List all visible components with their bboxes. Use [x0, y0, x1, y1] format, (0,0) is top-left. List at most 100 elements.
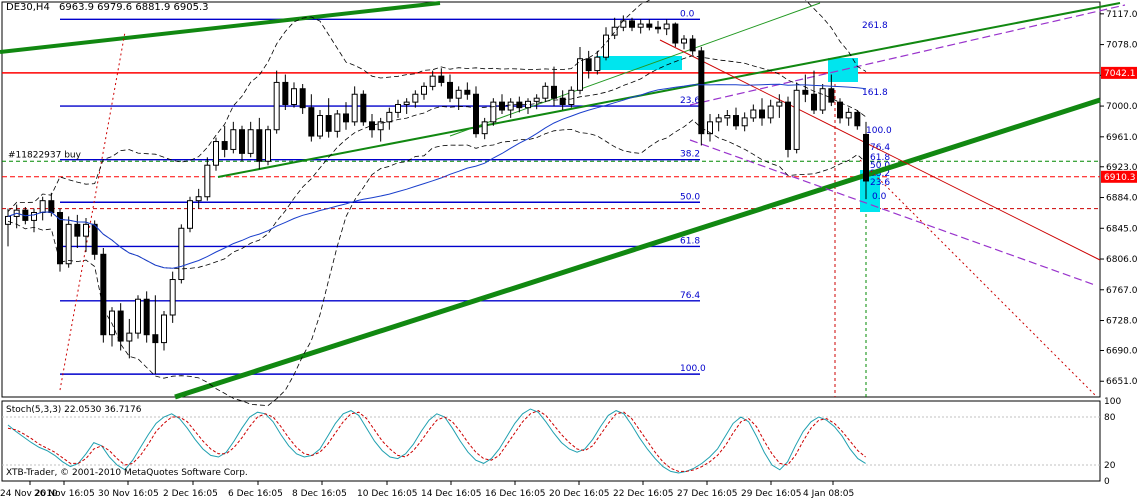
candle-body — [715, 117, 722, 123]
candle-body — [325, 115, 332, 132]
candle-body — [863, 133, 869, 182]
candle-body — [785, 101, 791, 150]
stoch-level-label: 100 — [1104, 397, 1121, 407]
stoch-level-label: 80 — [1104, 413, 1116, 423]
price-tick-label: 7117.0 — [1106, 10, 1138, 20]
candle-body — [74, 223, 81, 237]
time-tick-label: 16 Dec 16:05 — [485, 489, 546, 498]
candle-body — [594, 56, 601, 72]
stoch-level-label: 0 — [1104, 477, 1110, 487]
candle-body — [759, 109, 765, 119]
time-tick-label: 10 Dec 16:05 — [357, 489, 418, 498]
trendline-support — [174, 97, 1101, 400]
fib-level-label: 38.2 — [680, 150, 700, 160]
price-tick-label: 7078.0 — [1106, 41, 1138, 51]
candle-body — [429, 75, 436, 87]
candle-body — [282, 81, 289, 105]
candle-body — [811, 93, 817, 111]
candle-body — [845, 111, 852, 119]
fib-level-label: 61.8 — [680, 236, 700, 246]
candle-body — [490, 101, 497, 123]
candle-body — [819, 88, 826, 111]
time-tick-label: 30 Nov 16:05 — [98, 489, 159, 498]
fib-ext-label: 23.6 — [870, 178, 890, 188]
price-tick-label: 7000.0 — [1106, 102, 1138, 112]
candle-body — [646, 23, 653, 28]
candle-body — [126, 332, 133, 342]
price-tick-label: 6884.0 — [1106, 194, 1138, 204]
price-tick-label: 6690.0 — [1106, 346, 1138, 356]
fib-ext-label: 100.0 — [866, 126, 892, 136]
candle-body — [663, 23, 670, 30]
price-tick-label: 6728.0 — [1106, 317, 1138, 327]
candle-body — [169, 279, 176, 316]
candle-body — [464, 89, 471, 95]
trendline-upper — [217, 2, 1121, 178]
candle-body — [187, 200, 193, 229]
stoch-plot-frame — [1, 400, 1101, 482]
candle-body — [57, 212, 63, 265]
candle-body — [837, 101, 843, 119]
candle-body — [603, 34, 609, 58]
candle-body — [793, 89, 800, 150]
channel-line-upper — [689, 4, 1126, 106]
candle-body — [516, 101, 523, 109]
time-tick-label: 4 Jan 08:05 — [803, 489, 854, 498]
candle-body — [369, 121, 375, 131]
candle-body — [585, 58, 592, 72]
candle-body — [672, 23, 679, 44]
candle-body — [48, 200, 55, 214]
candle-body — [542, 85, 549, 99]
fib-ext-label: 0.0 — [872, 192, 887, 202]
candle-body — [65, 223, 72, 265]
candle-body — [741, 117, 748, 127]
stoch-level-label: 20 — [1104, 461, 1116, 471]
candle-body — [100, 253, 107, 336]
candle-body — [351, 93, 358, 123]
stoch-main-line — [7, 408, 866, 474]
candle-body — [707, 121, 713, 135]
time-tick-label: 27 Dec 16:05 — [677, 489, 738, 498]
ohlc-readout: 6963.9 6979.6 6881.9 6905.3 — [59, 2, 209, 13]
candle-body — [551, 85, 557, 99]
candle-body — [776, 101, 783, 107]
moving-average — [7, 83, 867, 269]
candle-body — [438, 75, 445, 83]
time-tick-label: 2 Dec 16:05 — [163, 489, 218, 498]
candle-body — [117, 310, 124, 342]
candle-body — [386, 111, 393, 123]
candle-body — [421, 85, 427, 95]
trendline-thin — [449, 2, 821, 137]
candle-body — [317, 115, 323, 137]
price-tick-label: 6767.0 — [1106, 286, 1138, 296]
candle-body — [256, 129, 263, 162]
candle-body — [802, 89, 809, 95]
fib-ext-label: 38.2 — [870, 169, 890, 179]
time-tick-label: 26 Nov 16:05 — [34, 489, 95, 498]
candle-body — [239, 129, 245, 154]
candle-body — [265, 129, 271, 162]
time-tick-label: 24 Nov 2010 — [0, 489, 58, 498]
chart-header: DE30,H4 6963.9 6979.6 6881.9 6905.3 — [6, 2, 209, 13]
candle-body — [308, 107, 315, 137]
candle-body — [135, 298, 141, 334]
fib-level-label: 23.6 — [680, 96, 700, 106]
fib-level-label: 100.0 — [680, 364, 706, 374]
fib-ext-label: 161.8 — [862, 88, 888, 98]
candle-body — [273, 81, 280, 131]
time-tick-label: 8 Dec 16:05 — [292, 489, 347, 498]
time-tick-label: 20 Dec 16:05 — [549, 489, 610, 498]
candle-body — [39, 200, 46, 214]
time-tick-label: 22 Dec 16:05 — [613, 489, 674, 498]
candle-body — [620, 20, 627, 28]
candle-body — [655, 26, 661, 30]
candle-body — [360, 93, 367, 123]
candle-body — [152, 334, 159, 344]
candle-body — [91, 223, 98, 255]
candle-body — [403, 101, 410, 105]
candle-body — [629, 20, 635, 28]
fib-level-label: 0.0 — [680, 9, 695, 19]
candles — [5, 15, 869, 375]
candle-body — [637, 23, 644, 28]
